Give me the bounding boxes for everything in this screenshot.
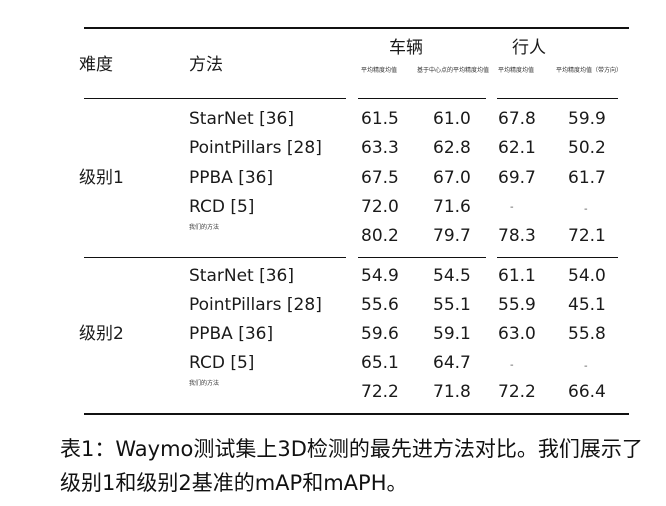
value-cell: 61.1	[498, 266, 536, 286]
value-cell: 61.7	[568, 168, 606, 188]
value-cell: 55.1	[433, 295, 471, 315]
value-cell: 72.1	[568, 226, 606, 246]
top-rule	[84, 27, 629, 29]
value-cell: 62.8	[433, 138, 471, 158]
subheader-pedestrian-map: 平均精度均值	[498, 67, 535, 74]
value-cell: 71.8	[433, 382, 471, 402]
value-cell: -	[510, 202, 514, 213]
value-cell: 65.1	[361, 353, 399, 373]
method-cell: PPBA [36]	[189, 324, 274, 344]
group-rule-vehicle	[358, 257, 486, 258]
subheader-pedestrian-maph: 平均精度均值（带方向）	[556, 67, 623, 74]
value-cell: 55.9	[498, 295, 536, 315]
value-cell: 71.6	[433, 197, 471, 217]
method-cell: 我们的方法	[189, 380, 220, 387]
value-cell: 66.4	[568, 382, 606, 402]
method-cell: RCD [5]	[189, 197, 255, 217]
value-cell: 69.7	[498, 168, 536, 188]
method-cell: StarNet [36]	[189, 109, 295, 129]
value-cell: 80.2	[361, 226, 399, 246]
value-cell: 61.5	[361, 109, 399, 129]
value-cell: 72.0	[361, 197, 399, 217]
header-method: 方法	[189, 55, 223, 75]
header-rule-pedestrian	[497, 98, 618, 99]
value-cell: -	[584, 204, 588, 215]
method-cell: PointPillars [28]	[189, 138, 322, 158]
value-cell: 55.8	[568, 324, 606, 344]
value-cell: 63.0	[498, 324, 536, 344]
method-cell: 我们的方法	[189, 224, 220, 231]
value-cell: 67.0	[433, 168, 471, 188]
value-cell: 61.0	[433, 109, 471, 129]
value-cell: 64.7	[433, 353, 471, 373]
value-cell: 59.9	[568, 109, 606, 129]
group-rule-left	[84, 257, 346, 258]
value-cell: 50.2	[568, 138, 606, 158]
subheader-vehicle-center-map: 基于中心点的平均精度均值	[417, 67, 490, 74]
value-cell: 72.2	[361, 382, 399, 402]
level-label-2: 级别2	[79, 324, 124, 344]
value-cell: 45.1	[568, 295, 606, 315]
method-cell: PointPillars [28]	[189, 295, 322, 315]
method-cell: RCD [5]	[189, 353, 255, 373]
level-label-1: 级别1	[79, 168, 124, 188]
value-cell: -	[584, 361, 588, 372]
value-cell: 59.1	[433, 324, 471, 344]
bottom-rule	[84, 413, 629, 415]
value-cell: 59.6	[361, 324, 399, 344]
header-difficulty: 难度	[79, 55, 113, 75]
value-cell: 79.7	[433, 226, 471, 246]
value-cell: 54.5	[433, 266, 471, 286]
value-cell: 54.9	[361, 266, 399, 286]
value-cell: 63.3	[361, 138, 399, 158]
value-cell: 67.5	[361, 168, 399, 188]
method-cell: StarNet [36]	[189, 266, 295, 286]
value-cell: 54.0	[568, 266, 606, 286]
value-cell: -	[510, 360, 514, 371]
value-cell: 67.8	[498, 109, 536, 129]
value-cell: 78.3	[498, 226, 536, 246]
header-vehicle: 车辆	[389, 38, 423, 58]
subheader-vehicle-map: 平均精度均值	[361, 67, 398, 74]
table-caption: 表1：Waymo测试集上3D检测的最先进方法对比。我们展示了级别1和级别2基准的…	[60, 437, 643, 495]
method-cell: PPBA [36]	[189, 168, 274, 188]
header-pedestrian: 行人	[512, 38, 546, 58]
group-rule-pedestrian	[497, 257, 618, 258]
value-cell: 62.1	[498, 138, 536, 158]
value-cell: 55.6	[361, 295, 399, 315]
header-rule-vehicle	[358, 98, 486, 99]
header-rule-left	[84, 98, 346, 99]
value-cell: 72.2	[498, 382, 536, 402]
